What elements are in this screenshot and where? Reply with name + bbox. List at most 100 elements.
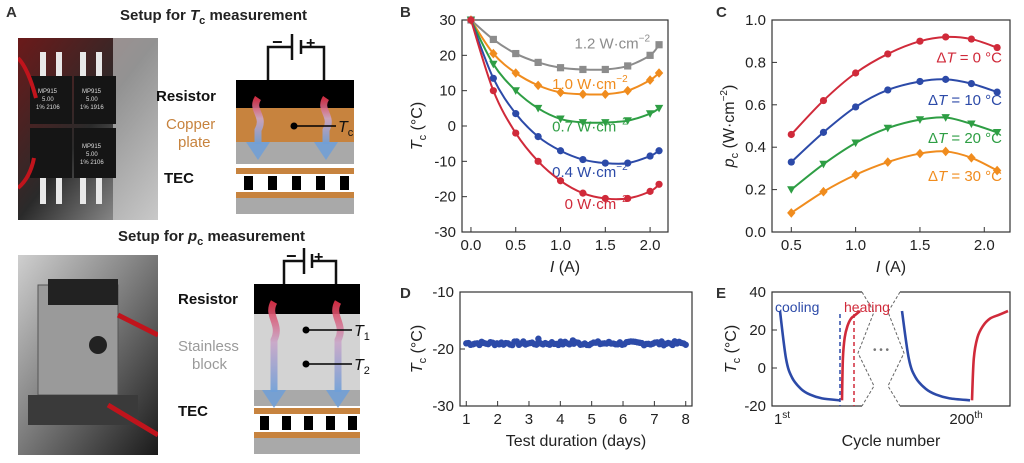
resistor-marking-7: MP915 — [82, 144, 102, 150]
data-point — [601, 119, 610, 127]
copper-plate-label-1: Copper — [166, 116, 215, 133]
data-point — [512, 110, 520, 118]
series-2 — [466, 16, 664, 127]
y-axis-label: Tc (°C) — [409, 102, 429, 150]
bottom-setup-title: Setup for pc measurement — [118, 228, 305, 248]
plot-frame-right — [900, 291, 1011, 407]
data-point — [993, 43, 1001, 52]
y-axis-label-symbol: T — [723, 362, 740, 373]
x-tick-label: 0.0 — [461, 237, 482, 254]
data-point — [624, 194, 632, 203]
data-point — [787, 186, 796, 194]
data-point — [655, 41, 663, 49]
data-point — [489, 60, 498, 69]
data-point — [967, 35, 976, 43]
x-tick-label: 2.0 — [974, 237, 995, 254]
panel-letter-c: C — [716, 4, 727, 21]
resistor-marking-5: 5.00 — [86, 97, 98, 103]
x-tick-label: 1.0 — [845, 237, 866, 254]
y-tick-label: -10 — [434, 153, 456, 170]
heating-curve-first — [840, 310, 861, 401]
series-label-prefix: Δ — [928, 130, 938, 147]
y-axis-label: Tc (°C) — [409, 325, 429, 373]
plot-frame — [459, 291, 693, 407]
x-tick-label: 6 — [619, 411, 627, 428]
x-tick-label: 1 — [462, 411, 470, 428]
series-label: 1.2 W·cm−2 — [575, 33, 651, 52]
top-tec-label: TEC — [164, 170, 194, 187]
y-tick-label: 20 — [439, 47, 456, 64]
y-axis-label-sub: c — [417, 134, 429, 140]
x-tick-label-last: 200th — [949, 410, 982, 428]
top-setup-title: Setup for Tc measurement — [120, 7, 307, 27]
series-label-suffix: = 10 °C — [947, 92, 1002, 109]
data-point — [967, 120, 976, 129]
bottom-tec-module — [254, 408, 360, 454]
x-tick-num: 200 — [949, 411, 974, 428]
top-setup-title-sub: c — [199, 15, 206, 27]
data-point — [489, 48, 498, 59]
series-label: 0 W·cm−2 — [565, 194, 629, 213]
heating-curve-last — [970, 309, 1009, 401]
series-label-suffix: = 0 °C — [956, 49, 1003, 66]
data-point — [579, 65, 587, 74]
y-axis-label-unit: (°C) — [409, 102, 426, 135]
series-label-exp: −2 — [639, 33, 651, 44]
y-tick-label: 1.0 — [745, 12, 766, 29]
resistor-array — [30, 76, 116, 178]
data-point — [654, 104, 664, 113]
data-point — [992, 128, 1002, 137]
data-point — [941, 114, 950, 122]
series-label: ΔT = 10 °C — [928, 92, 1002, 109]
x-axis-label: Cycle number — [842, 433, 941, 450]
y-tick-label: 40 — [749, 284, 766, 301]
panel-letter-a: A — [6, 4, 17, 21]
series-0 — [787, 33, 1001, 139]
resistor-photo — [48, 279, 118, 305]
y-axis-label-symbol: T — [409, 139, 426, 150]
data-point — [579, 189, 587, 197]
top-setup-photo: MP915 5.00 1% 2106 MP915 5.00 1% 1916 MP… — [18, 38, 158, 220]
data-point — [655, 147, 663, 155]
bottom-setup-schematic: − + Resistor Stainless block T1 T2 TEC — [178, 246, 370, 454]
resistor-markings: MP915 5.00 1% 2106 MP915 5.00 1% 1916 MP… — [36, 89, 104, 166]
series-1 — [787, 75, 1001, 166]
bottom-setup-photo — [18, 255, 158, 455]
y-tick-label: 0 — [758, 360, 766, 377]
chart-c-pc-vs-current: 0.0 0.2 0.4 0.6 0.8 1.0 0.5 1.0 1.5 2.0 pc (W·cm−2… — [719, 12, 1011, 276]
bottom-red-wires — [106, 312, 158, 438]
top-tec-module — [236, 168, 354, 214]
break-ellipsis: • • • — [873, 345, 890, 356]
plot-frame — [771, 19, 1011, 233]
data-point — [851, 169, 860, 180]
data-point — [646, 51, 654, 59]
series-3 — [467, 16, 663, 167]
data-point — [601, 65, 609, 74]
x-tick-label: 5 — [588, 411, 596, 428]
data-point — [489, 87, 497, 95]
data-point — [915, 116, 925, 124]
chart-b-tc-vs-current: -30 -20 -10 0 10 20 30 0.0 0.5 1.0 1.5 2.0 Tc (°C) I … — [409, 12, 669, 276]
data-point — [916, 37, 924, 45]
data-point — [645, 110, 655, 118]
x-tick-label: 0.5 — [781, 237, 802, 254]
x-tick-label: 1.5 — [595, 237, 616, 254]
t2-probe-label: T2 — [354, 357, 370, 377]
resistor-terminals — [40, 52, 102, 204]
y-tick-label: 0.0 — [745, 224, 766, 241]
series-2 — [787, 114, 1002, 194]
series-label-suffix: = 20 °C — [947, 130, 1002, 147]
series-label: 1.0 W·cm−2 — [552, 74, 628, 93]
tc-probe-label: Tc — [338, 119, 354, 139]
data-point — [512, 49, 520, 58]
y-tick-label: 10 — [439, 83, 456, 100]
resistor-marking-4: MP915 — [82, 89, 102, 95]
data-point — [819, 186, 828, 197]
x-tick-label: 7 — [650, 411, 658, 428]
series-label: 0.4 W·cm−2 — [552, 162, 628, 181]
series-label-exp: −2 — [616, 194, 628, 205]
series-label-symbol: T — [938, 130, 949, 147]
top-setup-schematic: − + Resistor Copper plate Tc TEC — [156, 32, 354, 214]
y-axis-label-symbol: p — [721, 158, 738, 168]
x-tick-label-first: 1st — [774, 410, 790, 428]
